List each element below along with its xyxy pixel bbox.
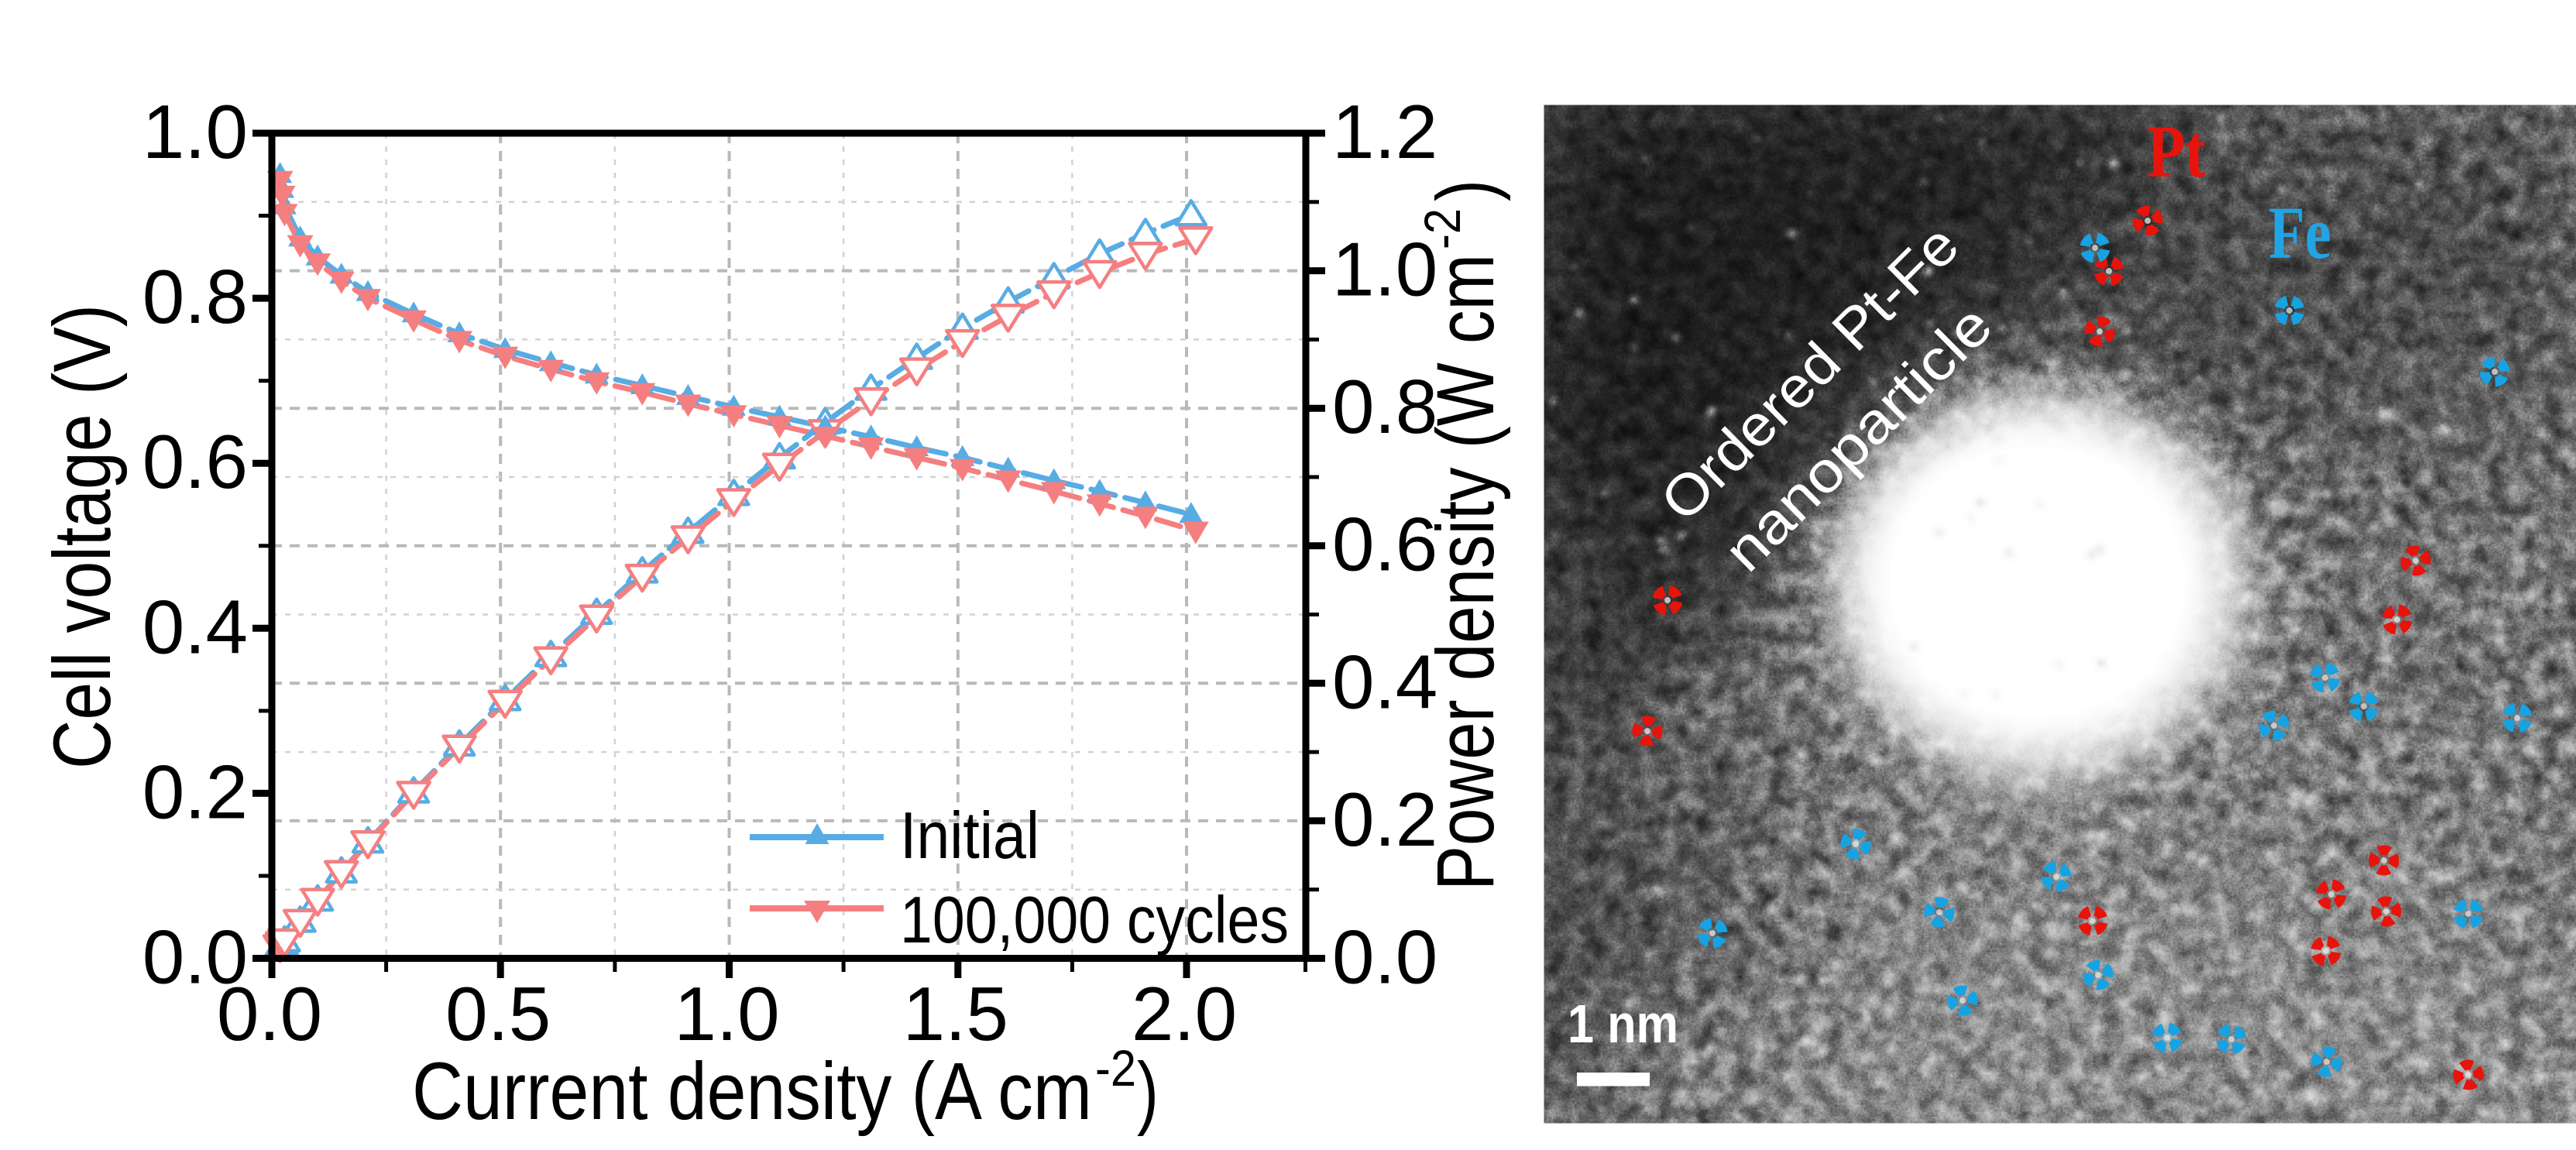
svg-text:0.5: 0.5 xyxy=(445,971,551,1056)
svg-text:): ) xyxy=(1137,1046,1159,1137)
svg-text:0.4: 0.4 xyxy=(143,584,248,669)
svg-text:1.0: 1.0 xyxy=(674,971,779,1056)
svg-text:0.6: 0.6 xyxy=(1332,502,1437,587)
svg-text:0.0: 0.0 xyxy=(1332,915,1437,1000)
svg-text:1.0: 1.0 xyxy=(1332,227,1437,312)
svg-text:0.0: 0.0 xyxy=(217,971,322,1056)
svg-text:1.2: 1.2 xyxy=(1332,89,1437,174)
svg-text:Pt: Pt xyxy=(2147,110,2206,193)
svg-text:2.0: 2.0 xyxy=(1132,971,1237,1056)
svg-text:1 nm: 1 nm xyxy=(1568,994,1678,1054)
svg-text:-2: -2 xyxy=(1095,1039,1136,1097)
svg-text:0.4: 0.4 xyxy=(1332,639,1437,724)
svg-text:0.0: 0.0 xyxy=(143,915,248,1000)
svg-text:Cell voltage (V): Cell voltage (V) xyxy=(37,304,128,769)
svg-text:Fe: Fe xyxy=(2269,191,2331,274)
svg-text:): ) xyxy=(1420,180,1511,201)
svg-text:Initial: Initial xyxy=(900,799,1039,873)
svg-text:1.5: 1.5 xyxy=(903,971,1008,1056)
svg-text:0.6: 0.6 xyxy=(143,419,248,504)
svg-text:Power density (W cm: Power density (W cm xyxy=(1420,254,1511,891)
svg-text:100,000 cycles: 100,000 cycles xyxy=(900,884,1289,957)
svg-text:Current density (A cm: Current density (A cm xyxy=(412,1046,1092,1137)
svg-text:1.0: 1.0 xyxy=(143,89,248,174)
svg-text:0.8: 0.8 xyxy=(1332,364,1437,449)
svg-text:0.2: 0.2 xyxy=(1332,777,1437,862)
svg-text:0.8: 0.8 xyxy=(143,254,248,339)
svg-text:0.2: 0.2 xyxy=(143,749,248,834)
svg-text:-2: -2 xyxy=(1413,208,1471,249)
